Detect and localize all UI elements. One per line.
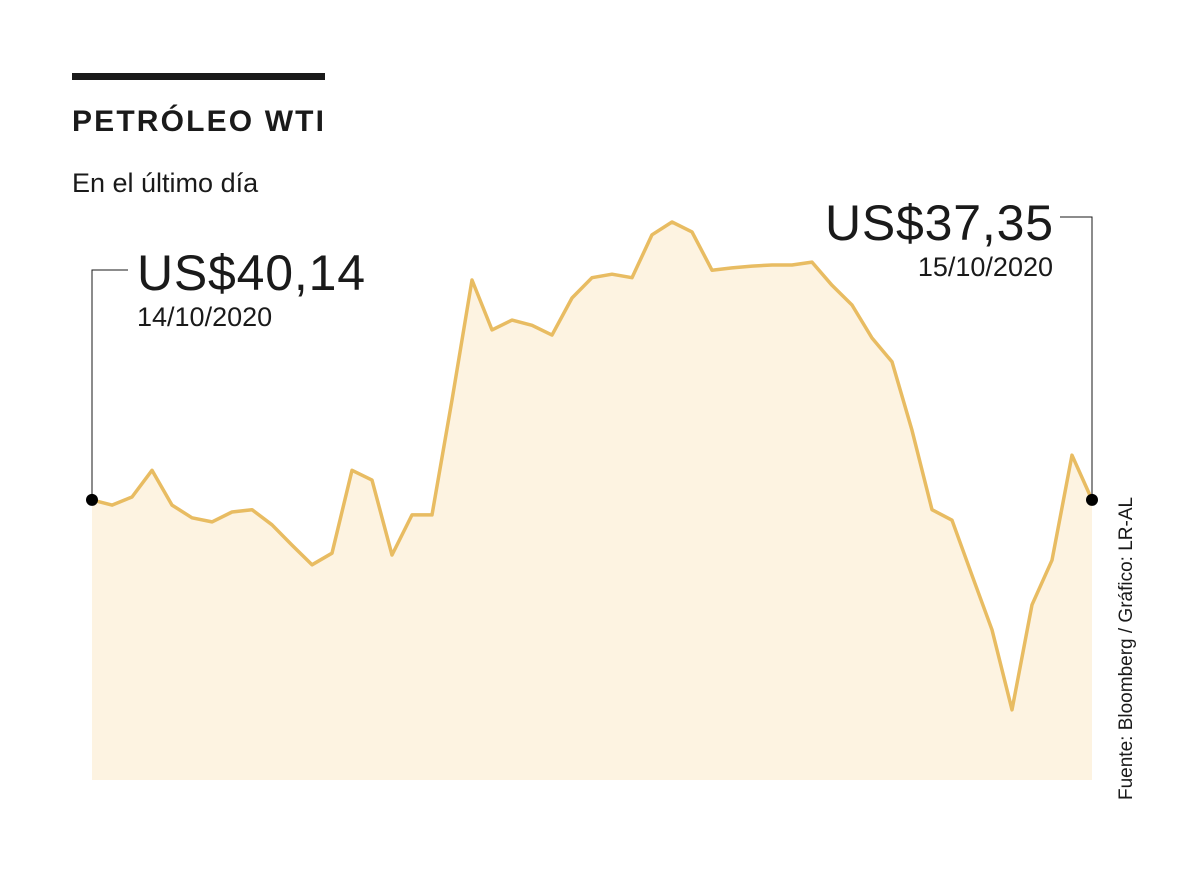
source: Fuente: Bloomberg / Gráfico: LR-AL: [1116, 497, 1137, 800]
annotation-date: 14/10/2020: [137, 302, 272, 332]
annotation-value: US$37,35: [825, 195, 1053, 251]
chart-title: PETRÓLEO WTI: [72, 104, 324, 138]
leader-line: [91, 269, 128, 500]
title-bar: [72, 73, 325, 80]
annotation-value: US$40,14: [137, 245, 365, 301]
chart-subtitle: En el último día: [72, 168, 259, 198]
leader-line: [1060, 216, 1093, 500]
price-line: [91, 220, 1094, 712]
point-marker: [1086, 493, 1098, 506]
annotation-date: 15/10/2020: [918, 252, 1053, 282]
point-marker: [86, 493, 98, 506]
area-fill: [92, 222, 1092, 780]
